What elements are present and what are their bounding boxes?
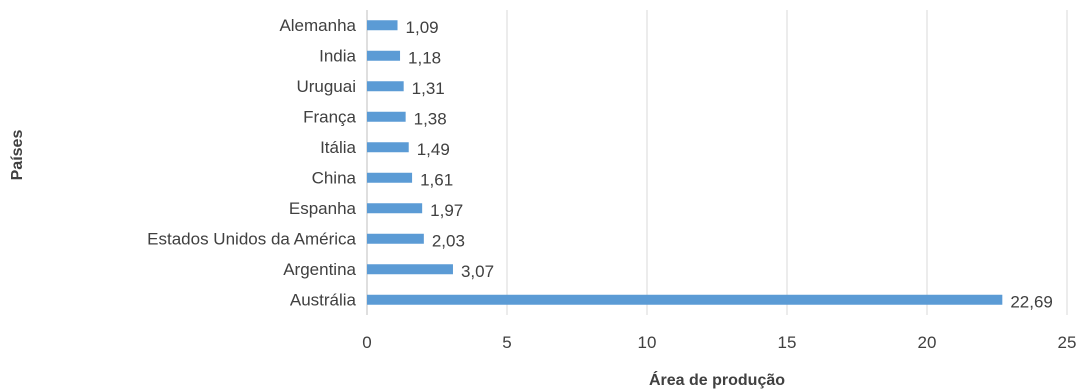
data-label-4: 1,49 — [417, 140, 450, 159]
data-label-1: 1,18 — [408, 48, 441, 67]
x-tick-label-10: 10 — [638, 333, 657, 352]
category-label-4: Itália — [320, 138, 356, 157]
bar-6 — [367, 203, 423, 214]
category-label-0: Alemanha — [279, 16, 356, 35]
x-tick-label-25: 25 — [1058, 333, 1077, 352]
x-tick-labels: 0 5 10 15 20 25 — [362, 333, 1076, 352]
x-tick-label-5: 5 — [502, 333, 511, 352]
bar-8 — [367, 264, 453, 275]
bar-9 — [367, 294, 1003, 305]
data-label-9: 22,69 — [1010, 292, 1053, 311]
bar-0 — [367, 20, 398, 31]
bar-1 — [367, 50, 401, 61]
data-label-5: 1,61 — [420, 170, 453, 189]
data-label-0: 1,09 — [406, 18, 439, 37]
data-label-2: 1,31 — [412, 79, 445, 98]
bar-5 — [367, 172, 413, 183]
data-labels: 1,09 1,18 1,31 1,38 1,49 1,61 1,97 2,03 3,07 22,6… — [406, 18, 1053, 312]
data-label-3: 1,38 — [414, 109, 447, 128]
x-tick-label-20: 20 — [918, 333, 937, 352]
category-label-1: India — [319, 46, 356, 65]
category-label-3: França — [303, 107, 356, 126]
data-label-7: 2,03 — [432, 231, 465, 250]
category-label-7: Estados Unidos da América — [147, 229, 356, 248]
category-label-8: Argentina — [283, 260, 356, 279]
category-label-5: China — [312, 168, 357, 187]
bars — [367, 20, 1003, 305]
bar-3 — [367, 111, 406, 122]
bar-2 — [367, 81, 404, 92]
x-tick-label-15: 15 — [778, 333, 797, 352]
category-label-2: Uruguai — [296, 77, 356, 96]
category-label-9: Austrália — [290, 290, 357, 309]
bar-4 — [367, 142, 409, 153]
bar-7 — [367, 233, 424, 244]
y-axis-title: Países — [9, 130, 26, 181]
x-tick-label-0: 0 — [362, 333, 371, 352]
category-label-6: Espanha — [289, 199, 357, 218]
x-axis-title: Área de produção — [649, 370, 785, 389]
category-labels: Alemanha India Uruguai França Itália China Esp… — [147, 16, 356, 310]
data-label-8: 3,07 — [461, 262, 494, 281]
gridlines — [366, 10, 1068, 315]
data-label-6: 1,97 — [430, 201, 463, 220]
